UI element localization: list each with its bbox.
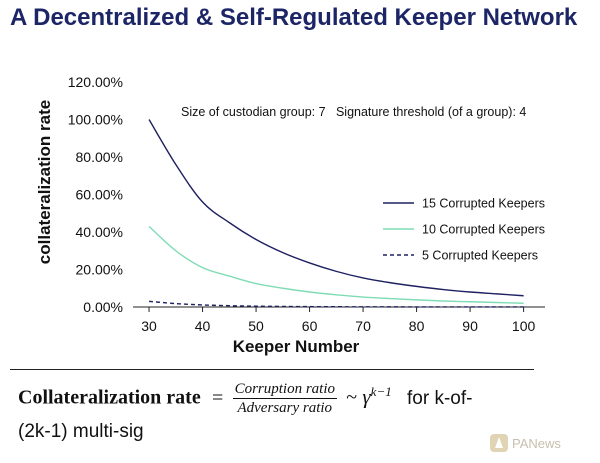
- x-tick-label: 60: [302, 318, 318, 334]
- formula-denominator: Adversary ratio: [237, 400, 333, 416]
- line-chart: 0.00% 20.00% 40.00% 60.00% 80.00% 100.00% 120.…: [35, 74, 545, 356]
- chart-annotation: Size of custodian group: 7 Signature thr…: [181, 105, 526, 119]
- y-tick-label: 100.00%: [68, 112, 123, 128]
- y-tick-label: 0.00%: [83, 299, 123, 315]
- series-line-2: [148, 225, 524, 304]
- y-tick-label: 80.00%: [76, 149, 123, 165]
- formula-tail: for k-of-: [407, 387, 473, 409]
- x-axis-title: Keeper Number: [233, 337, 360, 356]
- x-tick-label: 30: [141, 318, 157, 334]
- y-tick-label: 60.00%: [76, 187, 123, 203]
- logo-mark-icon: [490, 434, 508, 452]
- y-tick-label: 20.00%: [76, 262, 123, 278]
- x-tick-label: 80: [409, 318, 425, 334]
- chart-labels: 0.00% 20.00% 40.00% 60.00% 80.00% 100.00% 120.…: [35, 74, 535, 356]
- formula-lhs: Collateralization rate: [18, 386, 201, 409]
- formula: Collateralization rate = Corruption rati…: [18, 380, 578, 417]
- x-tick-label: 50: [248, 318, 264, 334]
- x-tick-label: 90: [462, 318, 478, 334]
- watermark: PANews: [490, 434, 561, 452]
- x-tick-label: 40: [195, 318, 211, 334]
- formula-exponent: k−1: [370, 384, 392, 400]
- divider: [10, 369, 534, 370]
- chart-legend: 15 Corrupted Keepers 10 Corrupted Keepers…: [383, 197, 545, 263]
- chart-series: [148, 119, 524, 308]
- formula-tilde: ~: [346, 386, 358, 409]
- formula-equals: =: [212, 386, 224, 409]
- y-tick-label: 120.00%: [68, 74, 123, 90]
- formula-numerator: Corruption ratio: [232, 381, 337, 399]
- chart-axes: [133, 306, 545, 312]
- formula-line2: (2k-1) multi-sig: [18, 421, 144, 442]
- y-axis-title: collateralization rate: [35, 100, 54, 264]
- formula-gamma: γ: [362, 384, 371, 409]
- series-line-1: [148, 119, 524, 297]
- formula-fraction: Corruption ratio Adversary ratio: [232, 380, 337, 417]
- legend-label-1: 15 Corrupted Keepers: [422, 197, 545, 211]
- watermark-text: PANews: [512, 436, 561, 451]
- page-title: A Decentralized & Self-Regulated Keeper …: [10, 4, 578, 31]
- y-tick-label: 40.00%: [76, 224, 123, 240]
- x-tick-label: 100: [512, 318, 536, 334]
- x-tick-label: 70: [355, 318, 371, 334]
- legend-label-3: 5 Corrupted Keepers: [422, 249, 538, 263]
- legend-label-2: 10 Corrupted Keepers: [422, 223, 545, 237]
